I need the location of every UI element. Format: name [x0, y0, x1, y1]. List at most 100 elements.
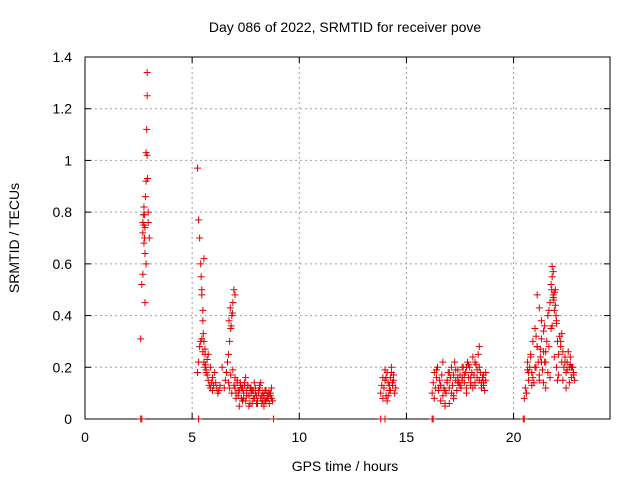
data-point: [520, 394, 528, 402]
data-point: [546, 299, 554, 307]
data-point: [533, 291, 541, 299]
data-point: [225, 317, 233, 325]
x-tick-label: 10: [291, 429, 307, 445]
data-point: [524, 358, 531, 366]
data-point: [561, 358, 569, 366]
data-point: [535, 304, 543, 312]
data-point: [443, 376, 451, 384]
data-point: [548, 273, 556, 281]
data-point: [138, 415, 146, 423]
data-point: [197, 273, 205, 281]
data-point: [229, 299, 237, 307]
data-point: [218, 363, 226, 371]
data-point: [139, 229, 147, 237]
x-tick-label: 15: [399, 429, 415, 445]
data-point: [543, 337, 551, 345]
data-point: [550, 296, 558, 304]
data-point: [199, 348, 207, 356]
data-point: [200, 255, 208, 263]
y-tick-label: 0.2: [53, 359, 73, 375]
x-tick-label: 20: [506, 429, 522, 445]
data-point: [454, 374, 462, 382]
data-point: [269, 397, 276, 405]
data-point: [244, 381, 252, 389]
x-tick-label: 5: [188, 429, 196, 445]
data-point: [450, 394, 458, 402]
data-point: [252, 399, 260, 407]
data-point: [231, 291, 239, 299]
data-point: [140, 239, 148, 247]
data-point: [453, 387, 461, 395]
data-point: [222, 368, 230, 376]
data-point: [540, 379, 548, 387]
data-point: [198, 291, 206, 299]
data-point: [203, 371, 211, 379]
data-point: [145, 234, 153, 242]
data-point: [232, 394, 240, 402]
chart-title: Day 086 of 2022, SRMTID for receiver pov…: [209, 19, 482, 35]
data-point: [467, 381, 475, 389]
data-point: [545, 306, 553, 314]
data-point: [199, 330, 207, 338]
data-point: [391, 389, 399, 397]
data-point: [480, 371, 488, 379]
data-point: [531, 363, 539, 371]
data-point: [235, 402, 243, 410]
data-point: [563, 366, 571, 374]
data-point: [469, 353, 477, 361]
x-tick-label: 0: [81, 429, 89, 445]
y-tick-label: 0.8: [53, 204, 73, 220]
data-point: [389, 379, 396, 387]
data-point: [437, 381, 445, 389]
data-point: [441, 402, 449, 410]
data-point: [542, 384, 550, 392]
data-point: [224, 358, 231, 366]
data-point: [143, 151, 151, 159]
data-point: [138, 281, 146, 289]
data-point: [143, 69, 151, 77]
data-point: [227, 371, 235, 379]
data-point: [255, 387, 263, 395]
data-point: [557, 337, 565, 345]
data-point: [544, 368, 552, 376]
data-point: [542, 348, 550, 356]
data-point: [250, 379, 258, 387]
data-point: [528, 381, 536, 389]
data-point: [261, 397, 269, 405]
data-point: [571, 376, 579, 384]
data-point: [460, 371, 468, 379]
data-point: [386, 387, 394, 395]
data-point: [452, 366, 460, 374]
data-point: [204, 350, 212, 358]
data-point: [555, 350, 563, 358]
y-tick-label: 1: [64, 152, 72, 168]
data-point: [537, 317, 545, 325]
x-axis-ticks: 0 5 10 15 20: [81, 57, 522, 445]
data-point: [540, 327, 548, 335]
data-point: [270, 415, 278, 423]
data-point: [198, 335, 206, 343]
data-point: [196, 343, 204, 351]
data-point: [549, 268, 557, 276]
data-point: [438, 371, 446, 379]
y-tick-label: 1.4: [53, 49, 73, 65]
y-tick-label: 0.4: [53, 308, 73, 324]
data-point: [482, 376, 490, 384]
data-point: [544, 312, 552, 320]
data-point: [249, 394, 257, 402]
data-point: [144, 175, 152, 183]
data-point: [552, 363, 560, 371]
data-point: [539, 366, 546, 374]
data-point: [524, 366, 531, 374]
data-point: [432, 366, 440, 374]
plot-frame: [84, 56, 611, 420]
data-point: [265, 389, 273, 397]
data-point: [545, 343, 553, 351]
data-point: [429, 415, 437, 423]
data-point: [377, 389, 385, 397]
data-point: [215, 387, 223, 395]
data-point: [212, 379, 220, 387]
data-point: [527, 353, 535, 361]
data-point: [383, 397, 391, 405]
data-point: [206, 363, 214, 371]
